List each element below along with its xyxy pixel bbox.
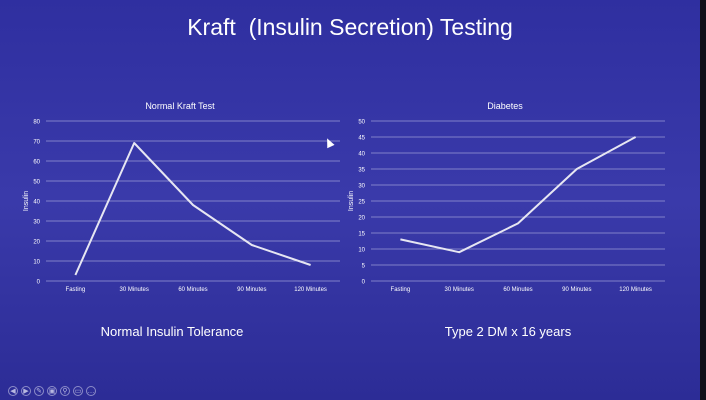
x-tick-label: Fasting — [66, 287, 86, 293]
y-tick-label: 30 — [33, 220, 40, 226]
next-icon[interactable]: ▶ — [21, 386, 31, 396]
chart-title: Diabetes — [487, 101, 523, 111]
y-tick-label: 50 — [33, 180, 40, 186]
y-tick-label: 30 — [358, 184, 365, 190]
slides-icon[interactable]: ▣ — [47, 386, 57, 396]
x-tick-label: 120 Minutes — [294, 287, 327, 293]
chart-diabetes: Diabetes Insulin 0 5 10 15 20 25 30 35 40 45 50 Fasti… — [345, 96, 675, 306]
chart-svg: Normal Kraft Test Insulin 0 10 20 30 40 50 60 70 8… — [23, 101, 340, 293]
y-axis-label: Insulin — [348, 191, 355, 211]
y-tick-label: 0 — [37, 280, 41, 286]
y-tick-label: 50 — [358, 120, 365, 126]
y-tick-label: 40 — [358, 152, 365, 158]
x-tick-label: 60 Minutes — [503, 287, 532, 293]
caption-normal: Normal Insulin Tolerance — [100, 324, 244, 339]
x-tick-label: 60 Minutes — [178, 287, 207, 293]
x-tick-label: 90 Minutes — [237, 287, 266, 293]
slide-title: Kraft (Insulin Secretion) Testing — [187, 14, 513, 40]
y-tick-label: 5 — [362, 264, 366, 270]
y-tick-label: 10 — [358, 248, 365, 254]
window-edge — [700, 0, 706, 400]
y-tick-label: 20 — [358, 216, 365, 222]
more-icon[interactable]: … — [86, 386, 96, 396]
y-tick-label: 40 — [33, 200, 40, 206]
zoom-icon[interactable]: ⚲ — [60, 386, 70, 396]
pen-icon[interactable]: ✎ — [34, 386, 44, 396]
y-tick-label: 20 — [33, 240, 40, 246]
y-tick-label: 60 — [33, 160, 40, 166]
x-tick-label: 120 Minutes — [619, 287, 652, 293]
x-tick-label: 90 Minutes — [562, 287, 591, 293]
y-tick-label: 25 — [358, 200, 365, 206]
y-axis-label: Insulin — [23, 191, 30, 211]
y-tick-label: 45 — [358, 136, 365, 142]
chart-svg: Diabetes Insulin 0 5 10 15 20 25 30 35 40 45 50 Fasti… — [348, 101, 665, 293]
y-tick-label: 80 — [33, 120, 40, 126]
subtitles-icon[interactable]: ▭ — [73, 386, 83, 396]
y-tick-label: 15 — [358, 232, 365, 238]
x-tick-label: 30 Minutes — [445, 287, 474, 293]
y-tick-label: 35 — [358, 168, 365, 174]
y-tick-label: 70 — [33, 140, 40, 146]
y-tick-label: 10 — [33, 260, 40, 266]
series-line — [74, 142, 311, 276]
chart-normal-kraft: Normal Kraft Test Insulin 0 10 20 30 40 50 60 70 8… — [20, 96, 350, 306]
x-tick-label: Fasting — [391, 287, 411, 293]
chart-title: Normal Kraft Test — [145, 101, 215, 111]
x-tick-label: 30 Minutes — [120, 287, 149, 293]
caption-diabetes: Type 2 DM x 16 years — [444, 324, 572, 339]
slideshow-controls: ◀ ▶ ✎ ▣ ⚲ ▭… — [8, 386, 96, 396]
series-line — [400, 136, 637, 254]
previous-icon[interactable]: ◀ — [8, 386, 18, 396]
y-tick-label: 0 — [362, 280, 366, 286]
